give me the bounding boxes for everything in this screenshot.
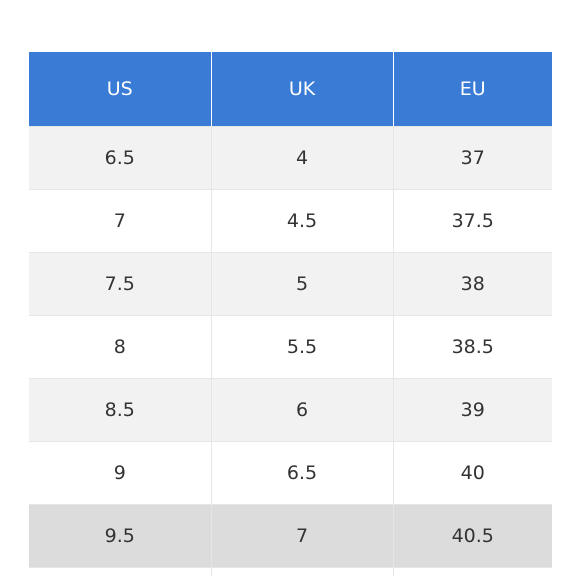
cell-us: 7.5	[29, 252, 212, 316]
table-row: 7.5 5 38	[29, 252, 552, 316]
cell-eu: 38.5	[393, 315, 552, 379]
cell-eu: 40.5	[393, 504, 552, 568]
cell-uk: 6	[211, 378, 394, 442]
cell-us: 6.5	[29, 126, 212, 190]
cell-uk: 4	[211, 126, 394, 190]
header-eu: EU	[459, 78, 486, 100]
cell-empty	[29, 567, 212, 576]
table-body: 6.5 4 37 7 4.5 37.5 7.5 5 38 8 5.5 38.5 …	[29, 126, 552, 576]
cell-empty	[211, 567, 394, 576]
table-row: 6.5 4 37	[29, 126, 552, 190]
table-row-cutoff	[29, 567, 552, 576]
table-row: 8.5 6 39	[29, 378, 552, 442]
header-us: US	[29, 52, 212, 127]
cell-eu: 39	[393, 378, 552, 442]
table-row: 7 4.5 37.5	[29, 189, 552, 253]
cell-eu: 37.5	[393, 189, 552, 253]
cell-us: 7	[29, 189, 212, 253]
cell-eu: 37	[393, 126, 552, 190]
cell-eu: 38	[393, 252, 552, 316]
size-conversion-table: US UK EU 6.5 4 37 7 4.5 37.5 7.5 5 38	[29, 52, 552, 576]
cell-uk: 5.5	[211, 315, 394, 379]
cell-empty	[393, 567, 552, 576]
cell-us: 9	[29, 441, 212, 505]
cell-us: 9.5	[29, 504, 212, 568]
cell-eu: 40	[393, 441, 552, 505]
table-header: US UK EU	[29, 52, 552, 127]
cell-us: 8	[29, 315, 212, 379]
cell-uk: 5	[211, 252, 394, 316]
header-uk: UK	[211, 52, 394, 127]
header-row: US UK EU	[29, 52, 552, 127]
cell-uk: 4.5	[211, 189, 394, 253]
table-row: 8 5.5 38.5	[29, 315, 552, 379]
cell-uk: 7	[211, 504, 394, 568]
table-row: 9 6.5 40	[29, 441, 552, 505]
cell-uk: 6.5	[211, 441, 394, 505]
cell-us: 8.5	[29, 378, 212, 442]
table-row-highlighted: 9.5 7 40.5	[29, 504, 552, 568]
